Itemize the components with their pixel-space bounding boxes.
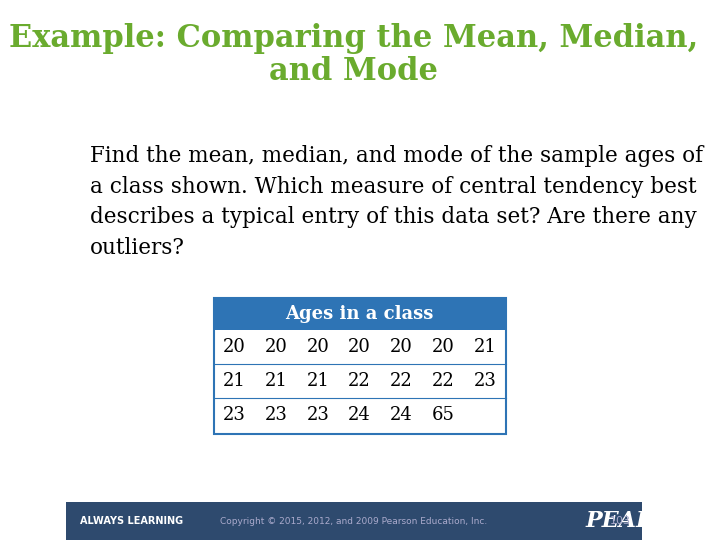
- Text: Example: Comparing the Mean, Median,: Example: Comparing the Mean, Median,: [9, 23, 698, 53]
- Text: 20: 20: [265, 338, 287, 356]
- Text: 24: 24: [390, 406, 413, 424]
- Text: 20: 20: [348, 338, 371, 356]
- Text: 23: 23: [265, 406, 287, 424]
- Text: ALWAYS LEARNING: ALWAYS LEARNING: [80, 516, 183, 526]
- Text: Find the mean, median, and mode of the sample ages of
a class shown. Which measu: Find the mean, median, and mode of the s…: [89, 145, 703, 259]
- Text: 65: 65: [431, 406, 454, 424]
- Text: 24: 24: [348, 406, 371, 424]
- Text: 21: 21: [223, 372, 246, 390]
- Text: 103: 103: [611, 516, 631, 526]
- Text: 22: 22: [432, 372, 454, 390]
- Text: 23: 23: [223, 406, 246, 424]
- Text: 23: 23: [473, 372, 496, 390]
- Text: Copyright © 2015, 2012, and 2009 Pearson Education, Inc.: Copyright © 2015, 2012, and 2009 Pearson…: [220, 516, 487, 525]
- FancyBboxPatch shape: [214, 298, 505, 330]
- Text: 20: 20: [307, 338, 329, 356]
- Text: and Mode: and Mode: [269, 57, 438, 87]
- Text: 21: 21: [265, 372, 287, 390]
- Text: Ages in a class: Ages in a class: [285, 305, 434, 323]
- Text: 20: 20: [390, 338, 413, 356]
- Text: 21: 21: [473, 338, 496, 356]
- Text: 23: 23: [307, 406, 329, 424]
- Text: 22: 22: [348, 372, 371, 390]
- Text: 22: 22: [390, 372, 413, 390]
- FancyBboxPatch shape: [66, 502, 642, 540]
- Text: PEARSON: PEARSON: [585, 510, 711, 532]
- Text: 20: 20: [223, 338, 246, 356]
- Text: 21: 21: [307, 372, 329, 390]
- Text: 20: 20: [431, 338, 454, 356]
